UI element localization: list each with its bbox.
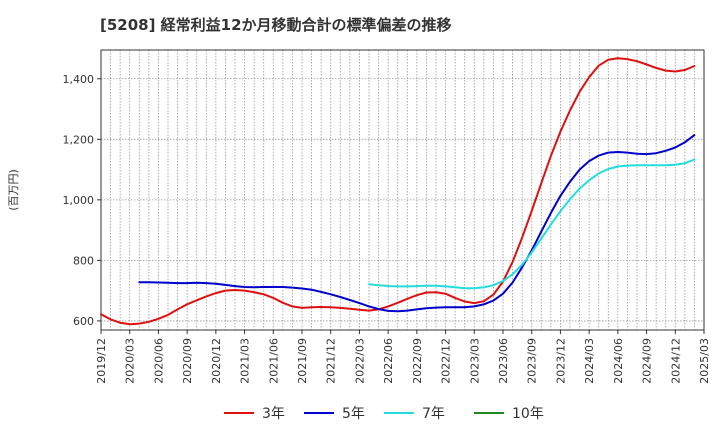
legend-item: 10年 xyxy=(474,406,544,422)
x-tick-label: 2020/03 xyxy=(124,338,137,384)
x-tick-label: 2024/09 xyxy=(641,338,654,384)
series-line-5年 xyxy=(138,134,696,313)
y-tick-label: 1,200 xyxy=(63,133,95,146)
x-tick-label: 2023/06 xyxy=(497,338,510,384)
x-tick-label: 2019/12 xyxy=(95,338,108,384)
legend-label: 3年 xyxy=(262,406,285,422)
legend-label: 10年 xyxy=(512,406,544,422)
x-tick-label: 2023/09 xyxy=(526,338,539,384)
y-tick-label: 800 xyxy=(73,254,94,267)
x-tick-label: 2021/03 xyxy=(239,338,252,384)
x-tick-label: 2025/03 xyxy=(698,338,711,384)
y-tick-label: 600 xyxy=(73,315,94,328)
x-tick-label: 2023/03 xyxy=(468,338,481,384)
x-tick-label: 2022/06 xyxy=(382,338,395,384)
x-tick-label: 2023/12 xyxy=(554,338,567,384)
x-axis: 2019/12 2020/03 2020/06 2020/09 2020/12 2021/… xyxy=(95,330,711,384)
legend: 3年 5年 7年 10年 xyxy=(224,406,544,422)
legend-item: 3年 xyxy=(224,406,285,422)
y-axis-label: (百万円) xyxy=(7,169,20,211)
x-tick-label: 2022/12 xyxy=(440,338,453,384)
y-axis: 600 800 1,000 1,200 1,400 xyxy=(63,73,101,328)
legend-label: 7年 xyxy=(422,406,445,422)
series-line-7年 xyxy=(368,158,696,290)
grid xyxy=(101,50,704,330)
series-line-3年 xyxy=(100,57,696,326)
x-tick-label: 2022/09 xyxy=(411,338,424,384)
y-tick-label: 1,400 xyxy=(63,73,95,86)
y-tick-label: 1,000 xyxy=(63,194,95,207)
x-tick-label: 2022/03 xyxy=(353,338,366,384)
x-tick-label: 2024/03 xyxy=(583,338,596,384)
x-tick-label: 2024/06 xyxy=(612,338,625,384)
x-tick-label: 2020/12 xyxy=(210,338,223,384)
x-tick-label: 2021/09 xyxy=(296,338,309,384)
legend-item: 7年 xyxy=(384,406,445,422)
x-tick-label: 2020/06 xyxy=(152,338,165,384)
x-tick-label: 2024/12 xyxy=(669,338,682,384)
x-tick-label: 2021/12 xyxy=(325,338,338,384)
plot-frame xyxy=(100,49,705,331)
x-tick-label: 2021/06 xyxy=(267,338,280,384)
legend-item: 5年 xyxy=(304,406,365,422)
legend-label: 5年 xyxy=(342,406,365,422)
series-layer xyxy=(100,57,696,326)
x-tick-label: 2020/09 xyxy=(181,338,194,384)
chart-title: [5208] 経常利益12か月移動合計の標準偏差の推移 xyxy=(100,16,452,34)
